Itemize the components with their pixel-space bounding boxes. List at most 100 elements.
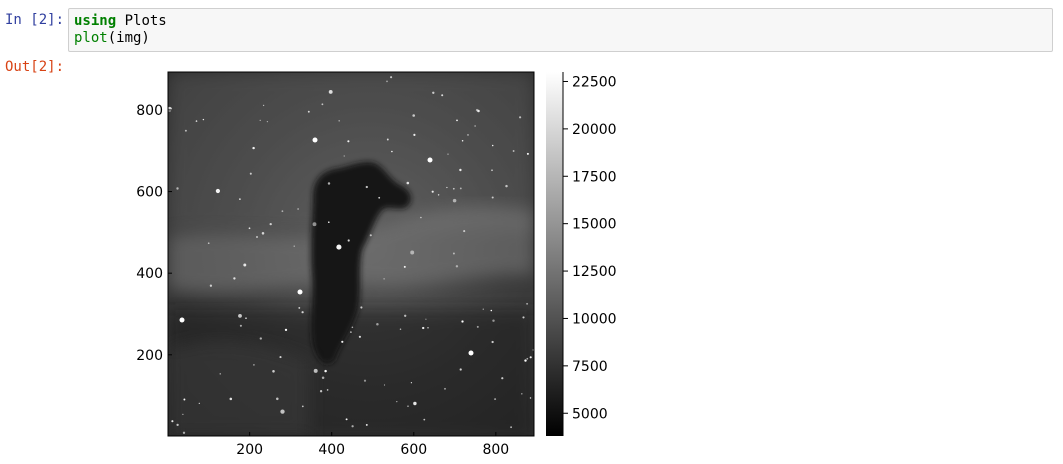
star: [452, 198, 457, 203]
colorbar-tick-label: 20000: [572, 122, 617, 138]
star: [269, 222, 272, 226]
star: [360, 306, 363, 309]
star: [452, 187, 455, 190]
star: [176, 187, 179, 190]
star: [452, 252, 455, 255]
star: [198, 402, 200, 405]
star: [447, 153, 449, 155]
x-tick-label: 200: [236, 442, 263, 458]
star: [444, 387, 446, 390]
star: [345, 418, 348, 421]
plot-frame: [167, 71, 535, 437]
colorbar-tick-label: 5000: [572, 406, 608, 422]
star: [510, 426, 512, 429]
star: [413, 401, 417, 406]
star: [476, 325, 479, 328]
bright-star: [297, 289, 303, 295]
star: [390, 76, 393, 79]
star: [182, 413, 184, 415]
star: [238, 314, 242, 318]
star: [383, 278, 385, 280]
star: [456, 119, 458, 122]
bright-star: [312, 137, 318, 143]
y-tick-label: 200: [136, 348, 163, 364]
y-tick-label: 400: [136, 266, 163, 282]
star: [253, 364, 255, 366]
star: [491, 340, 494, 344]
star: [215, 188, 220, 194]
star: [261, 232, 265, 235]
star: [412, 114, 416, 117]
star: [378, 196, 381, 199]
star: [365, 185, 368, 189]
star: [526, 302, 529, 305]
x-tick-label: 400: [318, 442, 345, 458]
star: [284, 328, 288, 332]
code-cell[interactable]: using Plots plot(img): [68, 8, 1053, 52]
star: [252, 146, 255, 150]
star: [376, 323, 379, 326]
star: [474, 125, 476, 127]
star: [301, 405, 304, 408]
star: [482, 308, 485, 310]
star: [459, 168, 462, 172]
star: [249, 172, 252, 175]
code-args: (img): [107, 30, 150, 46]
star: [301, 311, 304, 314]
x-tick-label: 800: [482, 442, 509, 458]
star: [425, 318, 427, 320]
star: [490, 309, 493, 312]
star: [297, 208, 299, 210]
star: [526, 357, 529, 360]
star: [363, 379, 367, 382]
plot-svg: 200 400 600 800 200 400 600 800 5000 7500 10000 1…: [136, 71, 617, 458]
star: [324, 369, 327, 373]
star: [312, 222, 317, 227]
star: [202, 118, 205, 121]
star: [403, 265, 406, 268]
star: [262, 104, 265, 107]
star: [321, 103, 324, 106]
colorbar-tick-label: 17500: [572, 169, 617, 185]
code-module: Plots: [116, 13, 167, 29]
star: [243, 263, 247, 267]
star: [404, 314, 407, 317]
star: [529, 356, 532, 359]
star: [519, 116, 522, 119]
star: [505, 184, 508, 188]
star: [431, 190, 434, 193]
code-function: plot: [74, 30, 108, 46]
star: [461, 320, 464, 323]
star: [280, 409, 285, 414]
star: [358, 335, 361, 338]
star: [272, 370, 275, 373]
star: [437, 194, 440, 196]
plot-output: 200 400 600 800 200 400 600 800 5000 7500 10000 1…: [100, 60, 660, 464]
star: [491, 144, 494, 147]
star: [529, 397, 532, 399]
input-prompt: In [2]:: [5, 12, 65, 28]
star: [347, 140, 350, 143]
star: [501, 377, 504, 380]
star: [432, 91, 435, 94]
star: [383, 384, 386, 386]
star: [293, 245, 295, 247]
star: [441, 94, 444, 97]
star: [182, 431, 186, 434]
output-prompt: Out[2]:: [5, 59, 65, 75]
star: [347, 239, 350, 242]
star: [410, 382, 413, 384]
star: [233, 277, 236, 280]
star: [248, 227, 251, 230]
star: [512, 150, 515, 152]
star: [351, 425, 354, 428]
star: [276, 397, 279, 401]
bright-star: [179, 317, 185, 323]
code-line-2: plot(img): [74, 30, 1047, 47]
x-axis: 200 400 600 800: [236, 432, 509, 458]
code-keyword: using: [74, 13, 117, 29]
y-tick-label: 600: [136, 185, 163, 201]
star: [239, 324, 242, 327]
colorbar-tick-label: 22500: [572, 74, 617, 90]
star: [338, 120, 340, 122]
